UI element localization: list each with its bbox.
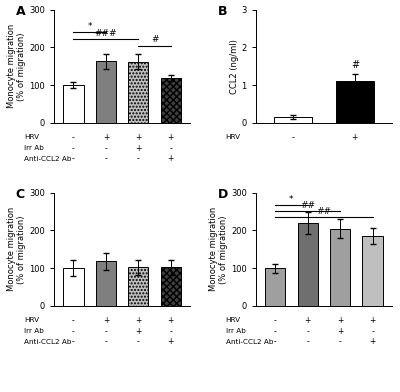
Text: Anti-CCL2 Ab: Anti-CCL2 Ab (226, 339, 273, 345)
Bar (64, 85, 84, 123)
Text: *: * (289, 195, 294, 204)
Text: D: D (218, 188, 228, 201)
Text: -: - (137, 338, 140, 347)
Text: +: + (337, 327, 343, 336)
Text: Anti-CCL2 Ab: Anti-CCL2 Ab (24, 339, 72, 345)
Text: ###: ### (95, 29, 117, 38)
Text: Anti-CCL2 Ab: Anti-CCL2 Ab (24, 156, 72, 162)
Text: -: - (104, 338, 107, 347)
Text: #: # (351, 60, 359, 70)
Text: -: - (104, 154, 107, 163)
Text: -: - (274, 316, 276, 325)
Text: +: + (168, 316, 174, 325)
Text: -: - (72, 338, 75, 347)
Text: -: - (371, 327, 374, 336)
Bar (336, 82, 374, 123)
Text: -: - (72, 133, 75, 142)
Text: A: A (16, 5, 26, 18)
Text: C: C (16, 188, 25, 201)
Bar (161, 78, 181, 123)
Bar (161, 267, 181, 306)
Y-axis label: Monocyte migration
(% of migration): Monocyte migration (% of migration) (7, 207, 26, 291)
Text: +: + (135, 133, 142, 142)
Bar (96, 62, 116, 123)
Text: -: - (104, 144, 107, 152)
Bar (265, 268, 285, 306)
Text: ##: ## (316, 207, 331, 216)
Text: -: - (104, 327, 107, 336)
Bar (128, 267, 148, 306)
Bar (298, 223, 318, 306)
Text: +: + (103, 316, 109, 325)
Text: Irr Ab: Irr Ab (24, 328, 44, 334)
Y-axis label: Monocyte migration
(% of migration): Monocyte migration (% of migration) (209, 207, 228, 291)
Text: -: - (137, 154, 140, 163)
Text: B: B (218, 5, 227, 18)
Bar (96, 261, 116, 306)
Text: +: + (352, 133, 358, 142)
Text: -: - (72, 327, 75, 336)
Text: -: - (306, 327, 309, 336)
Text: +: + (135, 327, 142, 336)
Text: +: + (103, 133, 109, 142)
Text: -: - (72, 154, 75, 163)
Text: -: - (72, 316, 75, 325)
Bar (330, 229, 350, 306)
Text: HRV: HRV (226, 318, 241, 323)
Bar (128, 62, 148, 123)
Bar (64, 268, 84, 306)
Text: HRV: HRV (24, 318, 39, 323)
Y-axis label: CCL2 (ng/ml): CCL2 (ng/ml) (230, 39, 238, 94)
Text: #: # (151, 35, 158, 44)
Text: -: - (339, 338, 342, 347)
Text: +: + (168, 338, 174, 347)
Text: HRV: HRV (24, 134, 39, 140)
Text: *: * (88, 22, 92, 31)
Y-axis label: Monocyte migration
(% of migration): Monocyte migration (% of migration) (7, 24, 26, 109)
Text: ##: ## (300, 201, 315, 210)
Text: -: - (170, 144, 172, 152)
Text: HRV: HRV (226, 134, 241, 140)
Bar (362, 236, 382, 306)
Text: -: - (306, 338, 309, 347)
Text: +: + (304, 316, 311, 325)
Text: Irr Ab: Irr Ab (24, 145, 44, 151)
Text: -: - (274, 327, 276, 336)
Text: +: + (135, 144, 142, 152)
Text: +: + (369, 338, 376, 347)
Text: +: + (168, 154, 174, 163)
Text: +: + (369, 316, 376, 325)
Text: +: + (168, 133, 174, 142)
Bar (274, 117, 312, 123)
Text: -: - (170, 327, 172, 336)
Text: -: - (292, 133, 294, 142)
Text: -: - (72, 144, 75, 152)
Text: +: + (337, 316, 343, 325)
Text: +: + (135, 316, 142, 325)
Text: Irr Ab: Irr Ab (226, 328, 246, 334)
Text: -: - (274, 338, 276, 347)
